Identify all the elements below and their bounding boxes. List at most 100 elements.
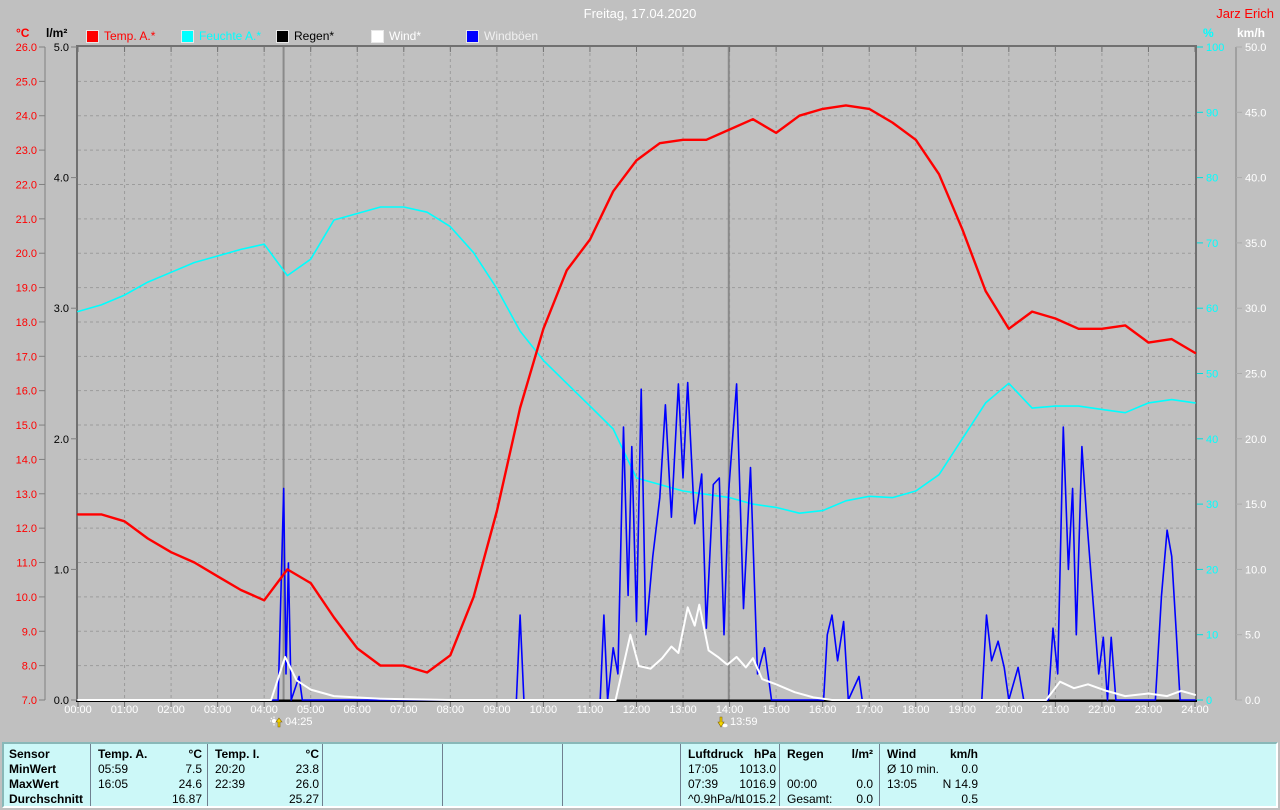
series-windben xyxy=(77,381,1196,701)
cell-time: 07:39 xyxy=(688,777,719,791)
axis-tick-label: 26.0 xyxy=(16,42,37,54)
col-unit: °C xyxy=(305,747,319,761)
column-separator xyxy=(442,744,443,806)
axis-tick-label: 100 xyxy=(1206,42,1224,54)
axis-tick-label: 5.0 xyxy=(54,42,69,54)
event-marker-0425: 04:25 xyxy=(270,716,313,728)
axis-tick-label: 21.0 xyxy=(16,214,37,226)
legend-label: Windböen xyxy=(484,29,539,43)
axis-tick-label: 50.0 xyxy=(1245,42,1266,54)
axis-tick-label: 13.0 xyxy=(16,489,37,501)
stats-table: Sensor MinWert MaxWert Durchschnitt Temp. A.… xyxy=(2,742,1278,808)
cell-value: 7.5 xyxy=(185,762,202,776)
axis-tick-label: 30 xyxy=(1206,499,1218,511)
axis-tick-label: 1.0 xyxy=(54,564,69,576)
col-header: Temp. I. xyxy=(215,747,260,761)
axis-tick-label: 18.0 xyxy=(16,317,37,329)
cell-time: 17:05 xyxy=(688,762,719,776)
axis-tick-label: 18:00 xyxy=(902,704,930,716)
row-label: Durchschnitt xyxy=(9,792,84,806)
col-header: Luftdruck xyxy=(688,747,744,761)
cell-value: 1016.9 xyxy=(739,777,776,791)
column-separator xyxy=(322,744,323,806)
axis-tick-label: 3.0 xyxy=(54,303,69,315)
axis-tick-label: 80 xyxy=(1206,173,1218,185)
down-arrow-icon xyxy=(717,716,728,728)
axis-tick-label: 10:00 xyxy=(530,704,558,716)
axis-tick-label: 10 xyxy=(1206,630,1218,642)
weather-chart: 26.0 25.0 24.0 23.0 22.0 21.0 20.0 19.0 18.0 17.0… xyxy=(16,42,1267,716)
cell-value: 0.0 xyxy=(856,777,873,791)
cell-value: 1015.2 xyxy=(739,792,776,806)
axis-tick-label: 9.0 xyxy=(22,626,37,638)
axis-tick-label: 14.0 xyxy=(16,454,37,466)
axis-tick-label: 7.0 xyxy=(22,695,37,707)
axis-tick-label: 11.0 xyxy=(16,558,37,570)
cell-time: Ø 10 min. xyxy=(887,762,940,776)
legend-swatch-icon xyxy=(466,29,479,43)
legend-swatch-icon xyxy=(276,29,289,43)
axis-tick-label: 22:00 xyxy=(1088,704,1116,716)
axis-tick-label: 30.0 xyxy=(1245,303,1266,315)
humidity-axis-unit: % xyxy=(1203,26,1214,40)
axis-tick-label: 23:00 xyxy=(1135,704,1163,716)
axis-tick-label: 90 xyxy=(1206,107,1218,119)
axis-tick-label: 03:00 xyxy=(204,704,232,716)
cell-value: 1013.0 xyxy=(739,762,776,776)
axis-tick-label: 24:00 xyxy=(1181,704,1209,716)
axis-tick-label: 35.0 xyxy=(1245,238,1266,250)
col-unit: °C xyxy=(188,747,202,761)
axis-tick-label: 16:00 xyxy=(809,704,837,716)
axis-tick-label: 15.0 xyxy=(16,420,37,432)
cell-time: 20:20 xyxy=(215,762,246,776)
legend-swatch-icon xyxy=(181,29,194,43)
axis-tick-label: 17.0 xyxy=(16,351,37,363)
column-separator xyxy=(879,744,880,806)
cell-time: 00:00 xyxy=(787,777,818,791)
cell-time: 16:05 xyxy=(98,777,129,791)
legend-item-1: Feuchte A.* xyxy=(181,29,276,43)
row-label: MinWert xyxy=(9,762,57,776)
column-separator xyxy=(680,744,681,806)
cell-value: 26.0 xyxy=(295,777,319,791)
axis-tick-label: 14:00 xyxy=(716,704,744,716)
axis-tick-label: 09:00 xyxy=(483,704,511,716)
axis-tick-label: 22.0 xyxy=(16,179,37,191)
row-label: MaxWert xyxy=(9,777,59,791)
cell-value: 0.0 xyxy=(856,792,873,806)
cell-time: 13:05 xyxy=(887,777,918,791)
col-header: Temp. A. xyxy=(98,747,148,761)
axis-tick-label: 60 xyxy=(1206,303,1218,315)
cell-value: 0.5 xyxy=(961,792,978,806)
axis-tick-label: 2.0 xyxy=(54,434,69,446)
axis-tick-label: 17:00 xyxy=(855,704,883,716)
axis-tick-label: 70 xyxy=(1206,238,1218,250)
temp-axis-unit: °C xyxy=(16,26,30,40)
page-title: Freitag, 17.04.2020 xyxy=(583,6,697,21)
axis-tick-label: 25.0 xyxy=(16,76,37,88)
axis-tick-label: 20.0 xyxy=(16,248,37,260)
cell-time: 05:59 xyxy=(98,762,129,776)
col-unit: l/m² xyxy=(851,747,873,761)
axis-tick-label: 40.0 xyxy=(1245,173,1266,185)
series-wind xyxy=(77,603,1196,701)
sun-up-arrow-icon xyxy=(270,716,283,728)
axis-tick-label: 40 xyxy=(1206,434,1218,446)
col-header: Regen xyxy=(787,747,824,761)
cell-time: Gesamt: xyxy=(787,792,833,806)
legend-item-4: Windböen xyxy=(466,29,561,43)
axis-tick-label: 20.0 xyxy=(1245,434,1266,446)
col-unit: hPa xyxy=(753,747,776,761)
legend-label: Wind* xyxy=(389,29,422,43)
axis-tick-label: 08:00 xyxy=(437,704,465,716)
axis-tick-label: 10.0 xyxy=(1245,564,1266,576)
axis-tick-label: 24.0 xyxy=(16,111,37,123)
legend-item-0: Temp. A.* xyxy=(86,29,181,43)
axis-tick-label: 45.0 xyxy=(1245,107,1266,119)
axis-tick-label: 10.0 xyxy=(16,592,37,604)
event-marker-time: 13:59 xyxy=(730,716,758,728)
axis-tick-label: 05:00 xyxy=(297,704,325,716)
legend: Temp. A.* Feuchte A.* Regen* Wind* Windböen xyxy=(86,29,561,43)
cell-value: 25.27 xyxy=(288,792,319,806)
